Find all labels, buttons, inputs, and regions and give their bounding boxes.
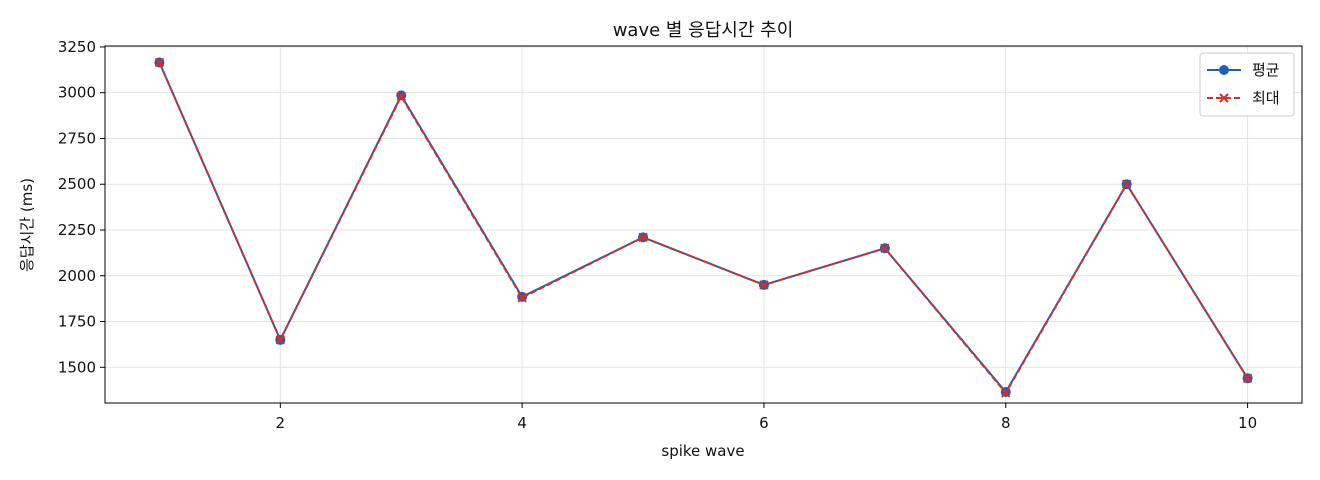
series-layer	[154, 57, 1253, 398]
series-line	[158, 62, 1249, 395]
data-point	[517, 293, 527, 303]
series-2	[154, 57, 1253, 398]
grid	[105, 46, 1302, 403]
legend-box	[1199, 52, 1295, 117]
x-tick-label: 6	[759, 414, 769, 432]
chart-title: wave 별 응답시간 추이	[613, 20, 794, 41]
data-point	[880, 243, 890, 254]
series-line	[158, 62, 1249, 394]
x-axis-ticks: 2 4 6 8 10	[276, 403, 1257, 432]
y-tick-label: 1500	[58, 358, 96, 376]
data-point	[154, 57, 165, 68]
data-point	[759, 280, 769, 290]
series-1	[154, 57, 1253, 398]
y-tick-label: 2250	[58, 221, 96, 239]
legend-marker	[1219, 65, 1229, 75]
y-tick-label: 2750	[58, 129, 96, 147]
legend-label: 평균	[1252, 61, 1280, 79]
y-axis-label: 응답시간 (ms)	[18, 178, 36, 272]
data-point	[1242, 373, 1253, 383]
x-axis-label: spike wave	[661, 442, 744, 460]
data-point	[638, 232, 648, 243]
y-tick-label: 1750	[58, 313, 96, 331]
y-tick-label: 3250	[58, 38, 96, 56]
x-tick-label: 4	[517, 414, 527, 432]
x-tick-label: 10	[1238, 414, 1257, 432]
data-point	[1001, 388, 1011, 398]
data-point	[396, 91, 406, 102]
legend-item: 최대	[1207, 89, 1280, 107]
y-axis-ticks: 1500 1750 2000 2250 2500 2750 3000 3250	[58, 38, 105, 376]
legend-item: 평균	[1207, 61, 1280, 79]
y-tick-label: 2500	[58, 175, 96, 193]
y-tick-label: 3000	[58, 84, 96, 102]
data-point	[1121, 179, 1132, 189]
legend-label: 최대	[1252, 89, 1280, 107]
x-tick-label: 2	[276, 414, 286, 432]
y-tick-label: 2000	[58, 267, 96, 285]
legend-marker	[1219, 93, 1229, 103]
data-point	[275, 335, 286, 345]
x-tick-label: 8	[1001, 414, 1011, 432]
plot-frame	[104, 45, 1303, 404]
